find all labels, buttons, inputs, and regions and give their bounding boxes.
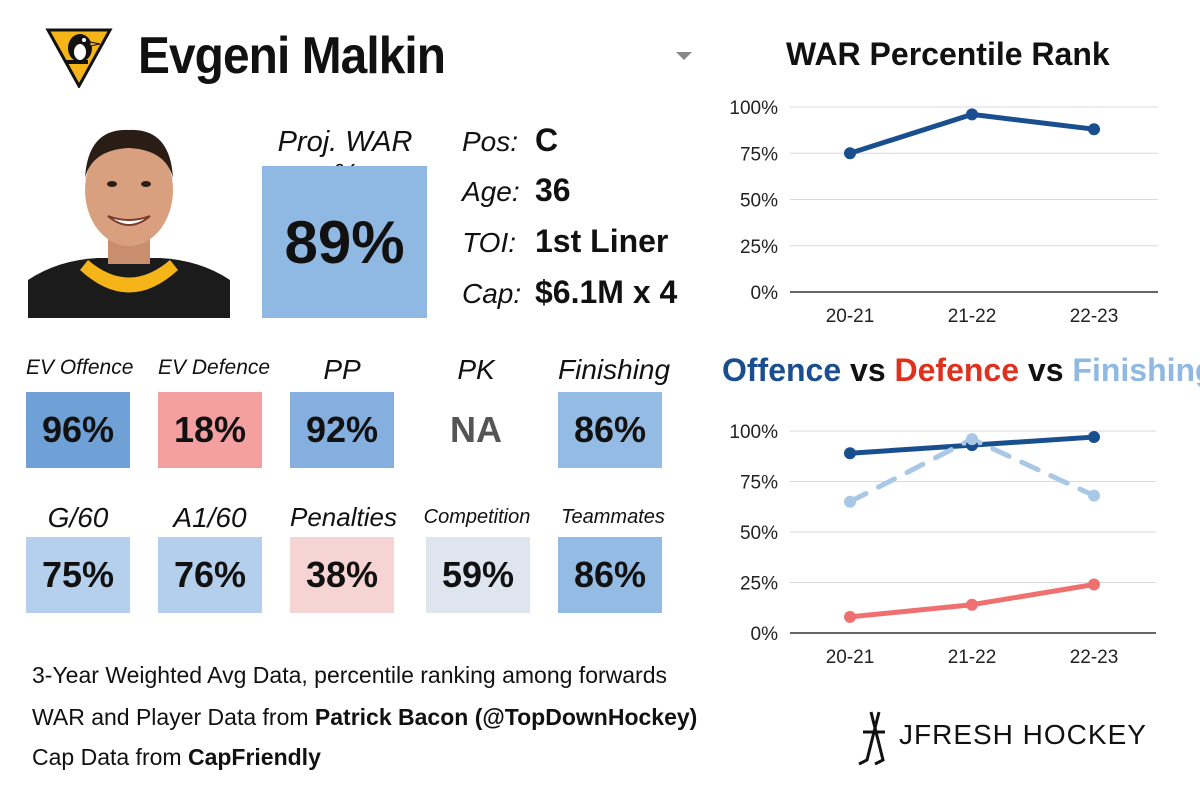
data-point xyxy=(1088,489,1100,502)
competition-label: Competition xyxy=(423,506,531,528)
chart1-title: WAR Percentile Rank xyxy=(786,36,1110,72)
x-tick-label: 20-21 xyxy=(826,306,875,327)
y-tick-label: 75% xyxy=(740,473,778,494)
war-percentile-chart: 0% 25% 50% 75% 100% 20-21 21-22 22-23 xyxy=(729,98,1158,327)
data-point xyxy=(966,598,978,611)
g60-value: 75% xyxy=(26,537,130,613)
offence-defence-finishing-chart: 0% 25% 50% 75% 100% 20-21 21-22 22-23 xyxy=(729,422,1156,668)
a160-label: A1/60 xyxy=(173,502,247,533)
pp-label: PP xyxy=(323,354,361,385)
hockey-sticks-icon xyxy=(858,711,885,766)
footer-war-author: Patrick Bacon (@TopDownHockey) xyxy=(314,704,698,730)
data-point xyxy=(966,108,978,121)
data-point xyxy=(1088,123,1100,136)
data-point xyxy=(844,495,856,508)
y-tick-label: 50% xyxy=(740,523,778,544)
data-point xyxy=(1088,431,1100,444)
data-point xyxy=(966,433,978,446)
footer-cap-source: Cap Data from CapFriendly xyxy=(32,744,321,771)
age-value: 36 xyxy=(535,172,571,208)
footer-war-source: WAR and Player Data from Patrick Bacon (… xyxy=(32,704,697,731)
x-tick-label: 20-21 xyxy=(826,647,875,668)
chart2-title-vs2: vs xyxy=(1027,352,1064,388)
toi-value: 1st Liner xyxy=(535,223,669,259)
chart2-title-finishing: Finishing xyxy=(1072,352,1200,388)
cap-label: Cap: xyxy=(462,278,522,309)
footer-note: 3-Year Weighted Avg Data, percentile ran… xyxy=(32,662,668,688)
ev-defence-label: EV Defence xyxy=(158,356,271,379)
penalties-value: 38% xyxy=(290,537,394,613)
y-tick-label: 25% xyxy=(740,574,778,595)
a160-value: 76% xyxy=(158,537,262,613)
chart2-title-defence: Defence xyxy=(894,352,1020,388)
footer-cap-prefix: Cap Data from xyxy=(32,744,188,770)
pos-value: C xyxy=(535,122,559,158)
y-tick-label: 75% xyxy=(740,144,778,165)
jfresh-hockey-brand: JFRESH HOCKEY xyxy=(855,708,1155,768)
data-point xyxy=(1088,578,1100,591)
footer-cap-author: CapFriendly xyxy=(187,744,321,770)
chart2-title-offence: Offence xyxy=(722,352,842,388)
pos-label: Pos: xyxy=(462,126,519,157)
proj-war-value: 89% xyxy=(262,166,427,318)
player-name: Evgeni Malkin xyxy=(138,27,446,85)
y-tick-label: 0% xyxy=(751,283,779,304)
data-point xyxy=(844,147,856,160)
y-tick-label: 100% xyxy=(729,98,778,119)
x-tick-label: 21-22 xyxy=(948,647,997,668)
ev-offence-label: EV Offence xyxy=(26,356,134,379)
ev-defence-value: 18% xyxy=(158,392,262,468)
y-tick-label: 100% xyxy=(729,422,778,443)
player-photo xyxy=(28,120,230,318)
pp-value: 92% xyxy=(290,392,394,468)
teammates-value: 86% xyxy=(558,537,662,613)
dropdown-arrow-icon[interactable] xyxy=(676,52,692,60)
x-tick-label: 21-22 xyxy=(948,306,997,327)
y-tick-label: 0% xyxy=(751,624,779,645)
teammates-label: Teammates xyxy=(561,506,665,528)
age-label: Age: xyxy=(462,176,520,207)
pk-label: PK xyxy=(457,354,495,385)
x-tick-label: 22-23 xyxy=(1070,647,1119,668)
finishing-label: Finishing xyxy=(558,354,671,385)
ev-offence-value: 96% xyxy=(26,392,130,468)
chart2-title: Offence vs Defence vs Finishing xyxy=(722,352,1200,389)
penalties-label: Penalties xyxy=(290,502,397,532)
data-point xyxy=(844,610,856,623)
y-tick-label: 25% xyxy=(740,237,778,258)
penguins-logo-icon xyxy=(44,24,114,90)
footer-war-prefix: WAR and Player Data from xyxy=(32,704,315,730)
toi-label: TOI: xyxy=(462,227,516,258)
y-tick-label: 50% xyxy=(740,191,778,212)
chart2-title-vs1: vs xyxy=(850,352,886,388)
finishing-value: 86% xyxy=(558,392,662,468)
g60-label: G/60 xyxy=(47,502,109,533)
data-point xyxy=(844,447,856,460)
x-tick-label: 22-23 xyxy=(1070,306,1119,327)
cap-value: $6.1M x 4 xyxy=(535,274,678,310)
pk-value: NA xyxy=(424,392,528,468)
competition-value: 59% xyxy=(426,537,530,613)
brand-name: JFRESH HOCKEY xyxy=(899,719,1147,750)
